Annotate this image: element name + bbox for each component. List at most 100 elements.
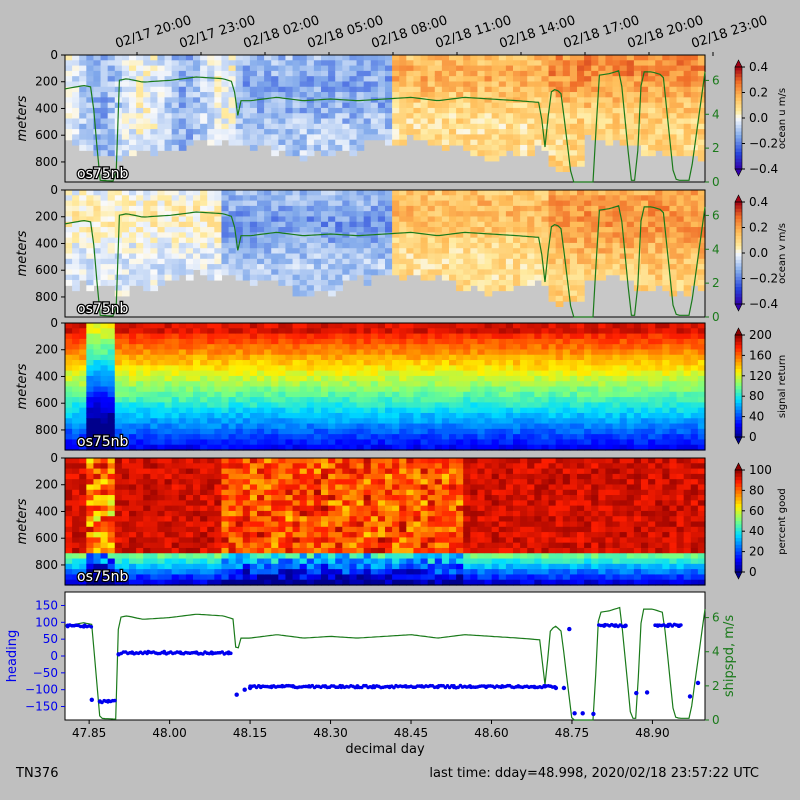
heatmap-cell	[292, 258, 301, 265]
heatmap-cell	[264, 200, 272, 207]
heatmap-cell	[449, 349, 457, 356]
heatmap-cell	[328, 97, 336, 104]
heatmap-cell	[477, 354, 486, 361]
heatmap-cell	[121, 323, 130, 329]
heatmap-cell	[612, 102, 621, 109]
colorbar-cell	[735, 84, 742, 88]
heatmap-cell	[178, 423, 187, 430]
heatmap-cell	[392, 200, 400, 207]
heatmap-cell	[257, 338, 265, 345]
heatmap-cell	[129, 323, 137, 329]
heatmap-cell	[413, 391, 422, 398]
heatmap-cell	[207, 439, 215, 446]
heatmap-cell	[285, 381, 294, 388]
heatmap-cell	[569, 118, 578, 125]
heatmap-cell	[72, 412, 80, 419]
heatmap-cell	[129, 237, 137, 244]
heatmap-cell	[385, 232, 393, 239]
heatmap-cell	[65, 70, 73, 77]
heatmap-cell	[676, 237, 685, 244]
heatmap-cell	[271, 365, 279, 372]
heatmap-cell	[257, 123, 265, 130]
heatmap-cell	[427, 237, 436, 244]
heatmap-cell	[271, 248, 279, 255]
heatmap-cell	[207, 428, 215, 435]
heatmap-cell	[228, 76, 237, 83]
heatmap-cell	[477, 92, 486, 98]
heatmap-cell	[185, 402, 194, 409]
heatmap-cell	[100, 92, 109, 98]
heatmap-cell	[456, 274, 464, 281]
heatmap-cell	[477, 232, 486, 239]
heatmap-cell	[79, 129, 87, 135]
heatmap-cell	[299, 386, 308, 393]
heatmap-cell	[449, 102, 457, 109]
heatmap-cell	[648, 237, 656, 244]
heatmap-cell	[207, 349, 215, 356]
heatmap-cell	[242, 139, 251, 146]
heatmap-cell	[534, 65, 543, 72]
heatmap-cell	[669, 113, 678, 120]
heatmap-cell	[456, 134, 464, 141]
heatmap-cell	[306, 139, 315, 146]
heatmap-cell	[185, 123, 194, 130]
heatmap-cell	[129, 333, 137, 340]
heatmap-cell	[207, 86, 215, 93]
heatmap-cell	[79, 70, 87, 77]
heatmap-cell	[513, 375, 521, 382]
heatmap-cell	[86, 397, 95, 403]
heatmap-cell	[72, 237, 80, 244]
heatmap-cell	[534, 107, 543, 114]
heatmap-cell	[370, 418, 379, 425]
heatmap-cell	[79, 344, 87, 351]
shipspd-tick-label: 2	[712, 276, 720, 290]
heatmap-cell	[72, 248, 80, 255]
heatmap-cell	[527, 397, 535, 403]
heatmap-cell	[143, 323, 151, 329]
heatmap-cell	[299, 211, 308, 218]
heatmap-cell	[136, 264, 144, 270]
heatmap-cell	[271, 190, 279, 196]
heatmap-cell	[235, 333, 244, 340]
heatmap-cell	[86, 338, 95, 345]
heatmap-cell	[385, 200, 393, 207]
heatmap-cell	[626, 264, 635, 270]
heatmap-cell	[655, 248, 663, 255]
heatmap-cell	[285, 81, 294, 88]
heatmap-cell	[235, 428, 244, 435]
heatmap-cell	[498, 338, 507, 345]
heatmap-cell	[321, 134, 329, 141]
heatmap-cell	[321, 55, 329, 61]
heatmap-cell	[164, 60, 173, 67]
heatmap-cell	[214, 139, 223, 146]
heatmap-cell	[385, 333, 393, 340]
heatmap-cell	[569, 123, 578, 130]
heatmap-cell	[406, 81, 415, 88]
heatmap-cell	[349, 391, 358, 398]
heatmap-cell	[370, 264, 379, 270]
heatmap-cell	[434, 70, 443, 77]
heatmap-cell	[72, 70, 80, 77]
heatmap-cell	[406, 418, 415, 425]
heatmap-cell	[349, 439, 358, 446]
heatmap-cell	[598, 70, 607, 77]
heatmap-cell	[285, 150, 294, 157]
heatmap-cell	[228, 386, 237, 393]
heatmap-cell	[427, 439, 436, 446]
heatmap-cell	[185, 248, 194, 255]
heatmap-cell	[65, 107, 73, 114]
heatmap-cell	[441, 323, 450, 329]
heatmap-cell	[513, 365, 521, 372]
heatmap-cell	[641, 200, 649, 207]
heatmap-cell	[100, 134, 109, 141]
heatmap-cell	[235, 444, 244, 451]
heatmap-cell	[441, 123, 450, 130]
heatmap-cell	[171, 428, 180, 435]
heatmap-cell	[221, 402, 230, 409]
heatmap-cell	[107, 338, 116, 345]
heatmap-cell	[527, 391, 535, 398]
heatmap-cell	[79, 227, 87, 233]
heatmap-cell	[498, 216, 507, 223]
heatmap-cell	[100, 102, 109, 109]
heatmap-cell	[413, 375, 422, 382]
